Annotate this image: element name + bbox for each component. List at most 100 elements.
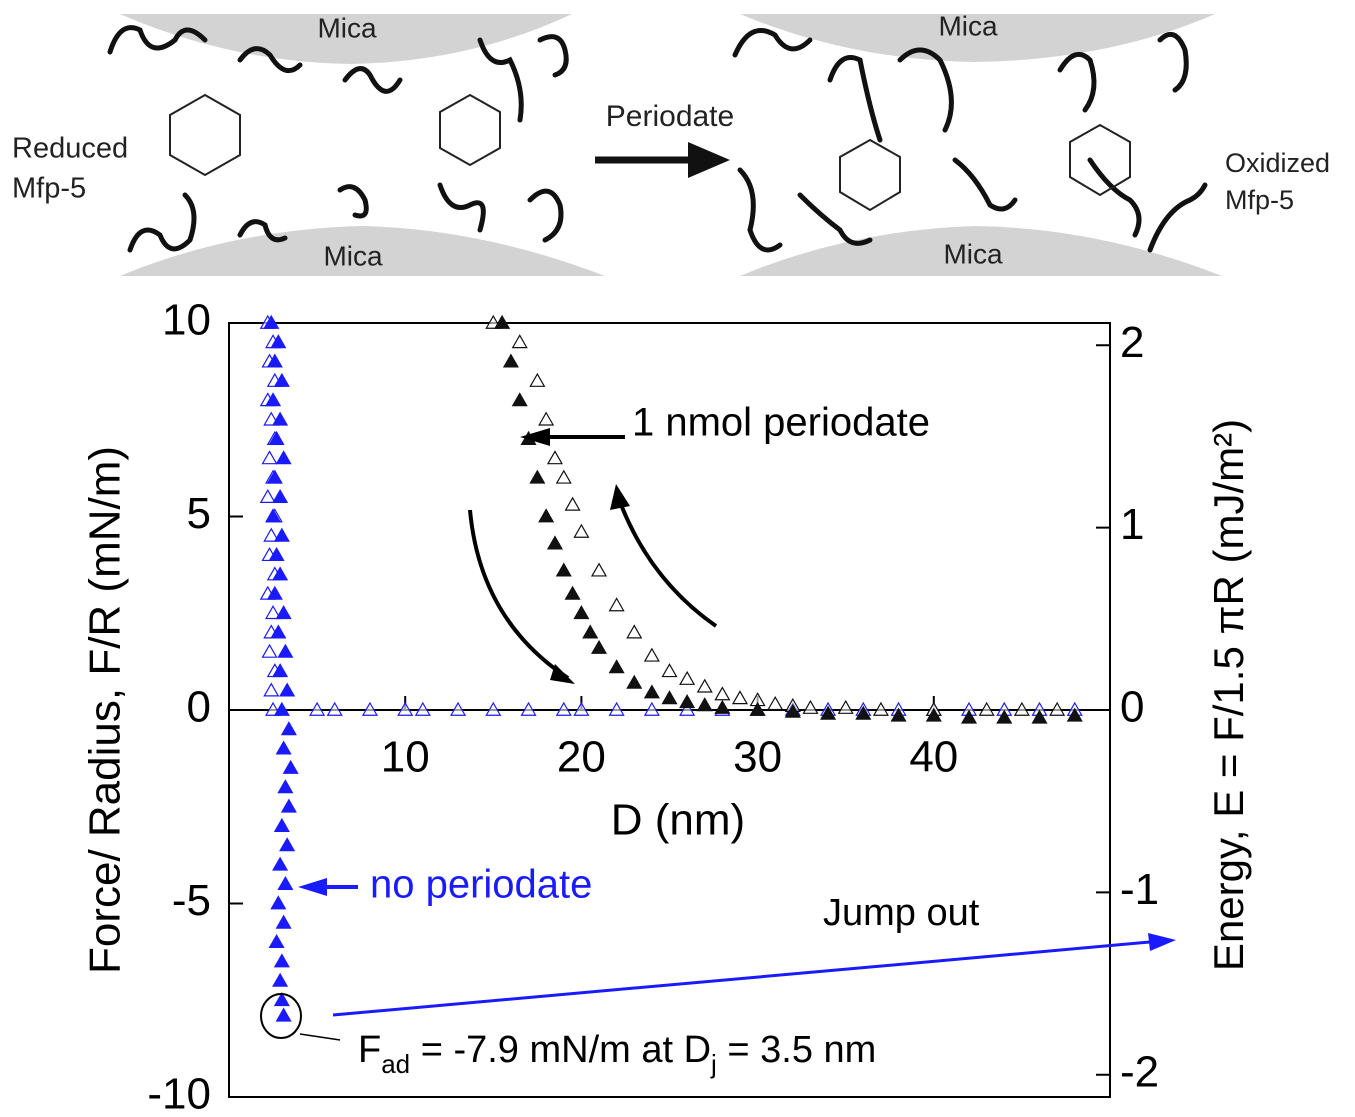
data-point [546, 535, 564, 550]
annotation-arrow [299, 1033, 341, 1041]
data-point [1049, 701, 1066, 716]
data-point [270, 895, 287, 910]
data-point [279, 837, 296, 852]
data-point [529, 372, 546, 387]
data-point [277, 643, 294, 658]
data-point [714, 699, 731, 714]
adhesion-circle [260, 993, 302, 1039]
data-point [643, 647, 660, 662]
data-point [268, 546, 285, 562]
data-point [643, 684, 660, 699]
annotation: no periodate [370, 863, 592, 907]
y-tick-label: -10 [147, 1070, 211, 1117]
data-point [714, 686, 731, 701]
annotation: Fad = -7.9 mN/m at Dj = 3.5 nm [358, 1029, 876, 1079]
data-point [608, 659, 625, 674]
data-point [273, 372, 290, 387]
data-point [450, 701, 467, 716]
y-tick-label: -5 [172, 876, 211, 925]
y-axis-label: Force/ Radius, F/R (mN/m) [81, 446, 130, 974]
x-axis-label: D (nm) [611, 796, 745, 845]
data-point [270, 624, 287, 639]
data-point [1031, 709, 1048, 724]
annotation-part: = 3.5 nm [717, 1029, 876, 1071]
separation-arrowhead [610, 484, 630, 510]
data-point [749, 701, 766, 716]
data-point [608, 701, 625, 716]
data-point [279, 682, 296, 697]
data-point [511, 392, 528, 407]
data-point [767, 695, 784, 711]
data-point [643, 701, 660, 716]
data-point [555, 469, 572, 484]
data-point [511, 334, 528, 349]
mica [120, 14, 572, 64]
data-point [275, 605, 292, 620]
data-point [837, 699, 854, 714]
data-point [268, 933, 285, 949]
data-point [978, 701, 995, 716]
data-point [555, 701, 572, 716]
mica [740, 226, 1222, 276]
data-point [961, 709, 978, 724]
annotation-arrowhead [298, 878, 327, 896]
right-label: Oxidized [1225, 148, 1330, 178]
annotations: 1 nmol periodate no periodate Jump out F… [260, 401, 1176, 1079]
mica-label: Mica [317, 12, 377, 43]
data-point [590, 639, 608, 654]
mica [120, 226, 605, 276]
data-point [277, 779, 294, 794]
data-point [679, 694, 696, 709]
data-point [820, 705, 837, 720]
data-point [485, 701, 502, 716]
left-label: Mfp-5 [12, 173, 86, 205]
data-point [265, 605, 282, 620]
data-point [573, 523, 590, 538]
data-point [502, 353, 519, 368]
data-point [802, 699, 819, 714]
data-point [397, 701, 414, 716]
data-point [272, 566, 289, 581]
data-point [270, 334, 287, 349]
data-point [268, 430, 285, 445]
data-point [265, 392, 282, 407]
data-point [273, 817, 290, 832]
data-point [275, 740, 292, 755]
annotation-part: F [358, 1029, 381, 1071]
mica-label: Mica [938, 10, 998, 41]
y2-tick-label: -1 [1120, 865, 1159, 914]
data-point [582, 624, 599, 639]
data-point [263, 527, 280, 542]
y2-tick-label: -2 [1120, 1047, 1159, 1096]
data-point [590, 562, 608, 577]
protein-chains [107, 25, 1208, 253]
data-point [1066, 707, 1083, 722]
data-point [265, 508, 282, 523]
y2-tick-label: 2 [1120, 318, 1144, 367]
y2-tick-label: 1 [1120, 500, 1144, 549]
x-tick-label: 20 [557, 733, 606, 782]
data-point [259, 488, 276, 503]
data-point [272, 488, 289, 503]
data-point [996, 709, 1013, 724]
data-point [277, 875, 294, 891]
x-tick-label: 10 [381, 733, 430, 782]
data-point [275, 914, 292, 929]
data-point [529, 469, 546, 484]
left-label: Reduced [12, 133, 128, 165]
data-point [266, 585, 283, 600]
y2-axis-label: Energy, E = F/1.5 πR (mJ/m²) [1205, 419, 1252, 971]
data-point [784, 703, 801, 718]
data-point [261, 450, 278, 465]
data-point [309, 701, 326, 716]
data-point [608, 597, 625, 612]
data-point [679, 670, 696, 685]
data-point [263, 682, 280, 697]
data-point [494, 314, 511, 329]
data-point [280, 798, 297, 813]
separation-arrow [618, 501, 718, 628]
data-point [272, 663, 289, 678]
data-point [361, 701, 378, 716]
